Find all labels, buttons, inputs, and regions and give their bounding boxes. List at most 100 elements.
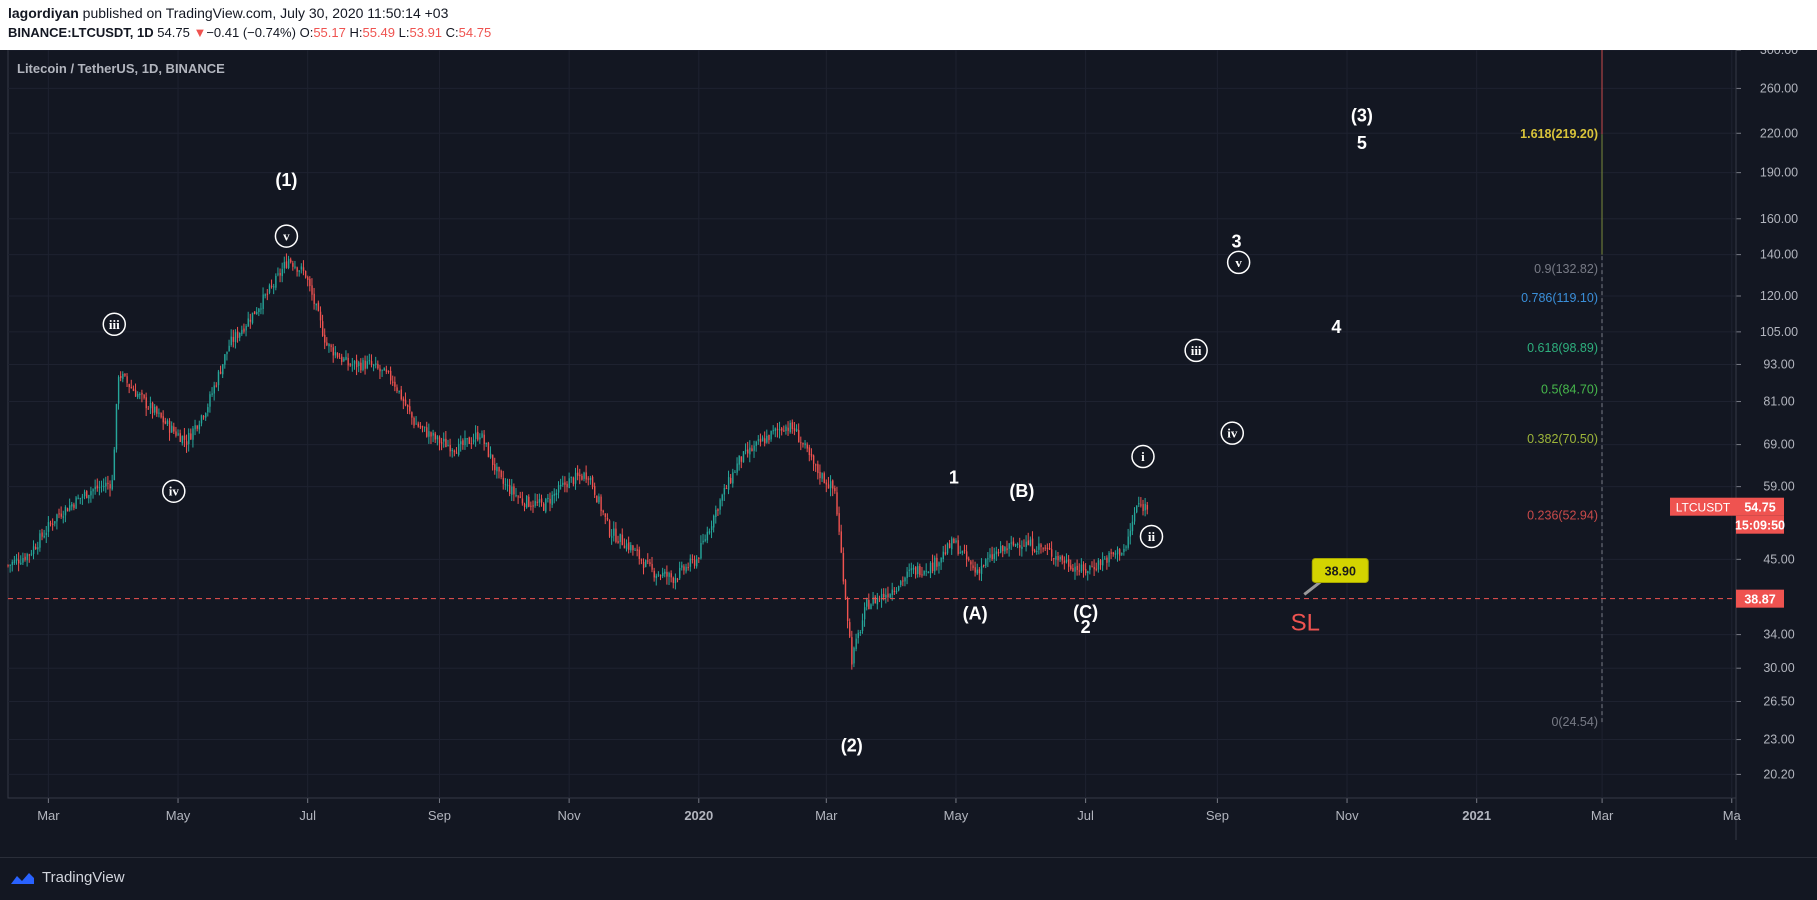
price-tick-label: 300.00 — [1760, 50, 1798, 57]
fib-level-label: 0.236(52.94) — [1527, 509, 1598, 523]
close-value: 54.75 — [458, 25, 492, 40]
time-tick-label: Jul — [1077, 808, 1094, 823]
symbol-tag-label: LTCUSDT — [1676, 501, 1731, 515]
price-tick-label: 160.00 — [1760, 212, 1798, 226]
wave-label: iii — [1191, 343, 1202, 358]
price-tick-label: 220.00 — [1760, 126, 1798, 140]
low-label: L: — [398, 25, 410, 40]
time-tick-label: Jul — [299, 808, 316, 823]
author-name[interactable]: lagordiyan — [8, 5, 79, 21]
wave-label: 3 — [1232, 232, 1242, 252]
chart-background — [0, 50, 1817, 857]
price-tick-label: 120.00 — [1760, 289, 1798, 303]
ohlc-legend: BINANCE:LTCUSDT, 1D 54.75 ▼−0.41 (−0.74%… — [8, 25, 491, 40]
wave-label: 2 — [1081, 617, 1091, 637]
wave-label: i — [1141, 449, 1145, 464]
fib-level-label: 0.9(132.82) — [1534, 262, 1598, 276]
wave-label: (C) — [1073, 602, 1098, 622]
price-tick-label: 23.00 — [1763, 733, 1794, 747]
tradingview-logo[interactable]: TradingView — [8, 869, 125, 886]
current-price-label: 54.75 — [1744, 501, 1775, 515]
callout-box — [1311, 557, 1369, 583]
wave-label: (B) — [1009, 481, 1034, 501]
wave-label: (1) — [275, 170, 297, 190]
time-tick-label: Ma — [1723, 808, 1742, 823]
low-value: 53.91 — [409, 25, 443, 40]
time-tick-label: Sep — [428, 808, 451, 823]
wave-circle — [1139, 524, 1164, 549]
candle-body — [1091, 566, 1093, 568]
price-change: −0.41 (−0.74%) — [206, 25, 296, 40]
countdown-label: 15:09:50 — [1735, 519, 1785, 533]
wave-label: (3) — [1351, 106, 1373, 126]
open-value: 55.17 — [313, 25, 346, 40]
open-label: O: — [299, 25, 314, 40]
wave-label: ii — [1148, 529, 1156, 544]
time-tick-label: Nov — [558, 808, 582, 823]
time-tick-label: May — [166, 808, 191, 823]
high-value: 55.49 — [362, 25, 396, 40]
candle-body — [338, 357, 341, 359]
callout-label: 38.90 — [1325, 564, 1356, 578]
fib-level-label: 0.5(84.70) — [1541, 383, 1598, 397]
wave-label: (A) — [963, 603, 988, 623]
down-triangle-icon: ▼ — [193, 25, 207, 40]
wave-label: iv — [1227, 426, 1238, 441]
time-tick-label: Mar — [815, 808, 838, 823]
wave-label: v — [1235, 255, 1242, 270]
close-label: C: — [445, 25, 459, 40]
price-tick-label: 26.50 — [1763, 695, 1794, 709]
wave-label: 4 — [1331, 317, 1341, 337]
price-tick-label: 59.00 — [1763, 480, 1794, 494]
publish-header: lagordiyan published on TradingView.com,… — [0, 0, 1817, 50]
current-price-bg — [1736, 497, 1784, 516]
price-tick-label: 93.00 — [1763, 357, 1794, 371]
high-label: H: — [349, 25, 363, 40]
wave-label: iv — [169, 484, 180, 499]
time-tick-label: Mar — [37, 808, 60, 823]
wave-label: (2) — [841, 735, 863, 755]
price-chart[interactable]: 300.00260.00220.00190.00160.00140.00120.… — [0, 50, 1817, 857]
wave-circle — [102, 312, 127, 337]
stop-loss-price-label: 38.87 — [1744, 593, 1775, 607]
price-tick-label: 69.00 — [1763, 438, 1794, 452]
last-price: 54.75 — [157, 25, 190, 40]
current-price-tag: LTCUSDT 54.75 15:09:50 — [1670, 497, 1785, 534]
countdown-bg — [1736, 515, 1784, 534]
time-tick-label: May — [944, 808, 969, 823]
stop-loss-text: SL — [1291, 609, 1320, 636]
price-tick-label: 34.00 — [1763, 628, 1794, 642]
price-tick-label: 140.00 — [1760, 248, 1798, 262]
time-tick-label: 2021 — [1462, 808, 1491, 823]
publish-date: published on TradingView.com, July 30, 2… — [78, 5, 449, 21]
price-tick-label: 105.00 — [1760, 325, 1798, 339]
tradingview-brand: TradingView — [42, 869, 125, 886]
wave-label: 1 — [949, 468, 959, 488]
fib-level-label: 1.618(219.20) — [1520, 127, 1598, 141]
symbol-label: BINANCE:LTCUSDT, 1D — [8, 25, 154, 40]
wave-circle — [274, 224, 299, 248]
chart-title: Litecoin / TetherUS, 1D, BINANCE — [17, 61, 225, 76]
wave-circle — [1220, 421, 1245, 445]
time-axis: Mar May Jul Sep Nov 2020 Mar May Jul Sep Nov 2021 Ma… — [37, 798, 1742, 823]
symbol-tag-bg — [1670, 497, 1736, 516]
price-callout: 38.90 — [1303, 557, 1369, 596]
time-tick-label: Sep — [1206, 808, 1229, 823]
price-tick-label: 81.00 — [1763, 395, 1794, 409]
time-tick-label: Mar — [1591, 808, 1614, 823]
time-tick-label: 2020 — [684, 808, 713, 823]
wave-label: v — [283, 229, 290, 244]
footer-bar: TradingView — [0, 857, 1817, 900]
fib-level-label: 0.618(98.89) — [1527, 341, 1598, 355]
wave-circle — [1131, 444, 1155, 469]
price-tick-label: 190.00 — [1760, 166, 1798, 180]
wave-label: iii — [109, 317, 120, 332]
time-tick-label: Nov — [1335, 808, 1359, 823]
price-tick-label: 45.00 — [1763, 552, 1794, 566]
price-tick-label: 30.00 — [1763, 661, 1794, 675]
fib-level-label: 0.382(70.50) — [1527, 432, 1598, 446]
tradingview-cloud-icon — [11, 872, 34, 884]
price-tick-label: 20.20 — [1763, 767, 1794, 781]
wave-circle — [1184, 338, 1208, 363]
